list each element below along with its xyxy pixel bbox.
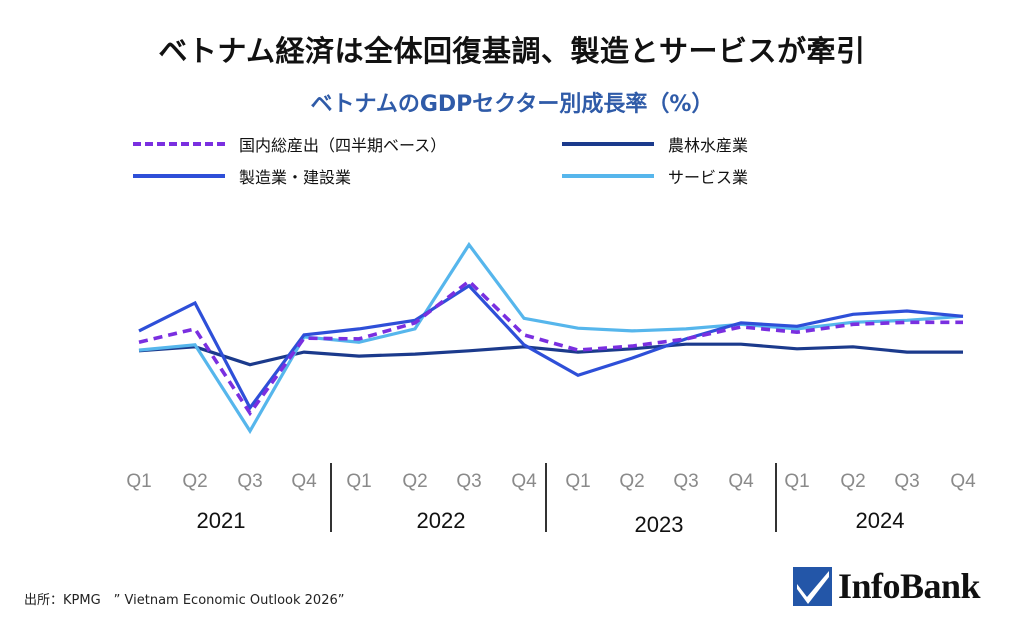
- x-tick-label: Q2: [619, 471, 644, 492]
- legend-swatch-manufacturing: [133, 174, 225, 178]
- legend-label-services: サービス業: [668, 168, 749, 187]
- year-label: 2024: [856, 508, 905, 533]
- source-note: 出所：KPMG ” Vietnam Economic Outlook 2026”: [24, 593, 345, 608]
- page-title: ベトナム経済は全体回復基調、製造とサービスが牽引: [158, 34, 866, 68]
- x-tick-label: Q3: [673, 471, 698, 492]
- x-tick-label: Q1: [784, 471, 809, 492]
- series-line-gdp: [138, 278, 963, 417]
- legend-item-gdp: 国内総産出（四半期ベース）: [133, 132, 446, 156]
- x-tick-label: Q4: [291, 471, 317, 492]
- logo-text: InfoBank: [838, 566, 981, 606]
- x-tick-label: Q1: [126, 471, 151, 492]
- legend-item-agriculture: 農林水産業: [562, 132, 748, 156]
- legend-item-manufacturing: 製造業・建設業: [133, 164, 351, 188]
- logo: InfoBank: [793, 566, 981, 606]
- legend-label-agriculture: 農林水産業: [668, 136, 749, 155]
- series-line-agriculture: [138, 342, 963, 367]
- series-line-services: [138, 241, 964, 435]
- x-tick-label: Q3: [237, 471, 262, 492]
- x-tick-label: Q1: [346, 471, 371, 492]
- legend-label-gdp: 国内総産出（四半期ベース）: [239, 136, 447, 155]
- legend-swatch-gdp: [133, 142, 225, 146]
- legend-item-services: サービス業: [562, 164, 748, 188]
- chart-title: ベトナムのGDPセクター別成長率（%）: [310, 92, 714, 117]
- x-tick-label: Q2: [402, 471, 427, 492]
- legend-swatch-services: [562, 174, 654, 178]
- x-tick-label: Q4: [950, 471, 976, 492]
- x-tick-label: Q2: [182, 471, 207, 492]
- legend-label-manufacturing: 製造業・建設業: [239, 168, 352, 187]
- x-tick-label: Q3: [894, 471, 919, 492]
- checkmark-icon: [793, 566, 832, 606]
- year-label: 2023: [635, 512, 684, 537]
- line-chart: Q1 Q2 Q3 Q4 Q1 Q2 Q3 Q4 Q1 Q2 Q3 Q4 Q1 Q2 Q3 Q4 2021 2022…: [126, 241, 976, 537]
- year-label: 2021: [197, 508, 246, 533]
- x-tick-label: Q4: [511, 471, 537, 492]
- legend-swatch-agriculture: [562, 142, 654, 146]
- x-tick-label: Q3: [456, 471, 481, 492]
- series-line-manufacturing: [138, 283, 964, 411]
- x-tick-label: Q2: [840, 471, 865, 492]
- x-tick-label: Q1: [565, 471, 590, 492]
- year-label: 2022: [417, 508, 466, 533]
- x-tick-label: Q4: [728, 471, 754, 492]
